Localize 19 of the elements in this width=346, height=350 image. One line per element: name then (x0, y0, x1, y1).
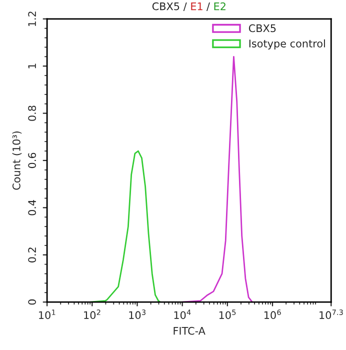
x-tick-label: 10$^{5}$ (219, 310, 236, 320)
y-tick-label: 1 (28, 64, 36, 68)
y-tick-label: 0.4 (28, 200, 36, 216)
x-tick-label: 10$^{7.3}$ (320, 310, 343, 320)
x-tick-label: 10$^{3}$ (129, 310, 146, 320)
x-tick-label: 10$^{4}$ (174, 310, 191, 320)
y-tick-label: 1.2 (28, 12, 36, 26)
x-tick-label: 10$^{2}$ (84, 310, 100, 320)
chart-title: CBX5 / E1 / E2 (152, 2, 226, 12)
y-axis-title: Count (10³) (12, 131, 22, 190)
x-axis-title: FITC-A (174, 326, 206, 335)
y-tick-label: 0.6 (28, 152, 36, 168)
y-tick-label: 0.8 (28, 106, 36, 121)
x-tick-label: 10$^{1}$ (39, 310, 56, 320)
x-tick-label: 10$^{6}$ (264, 310, 281, 320)
y-tick-label: 0 (28, 299, 36, 305)
legend-label: CBX5 (248, 24, 276, 32)
y-tick-label: 0.2 (28, 248, 36, 262)
legend-label: Isotype control (249, 39, 325, 50)
